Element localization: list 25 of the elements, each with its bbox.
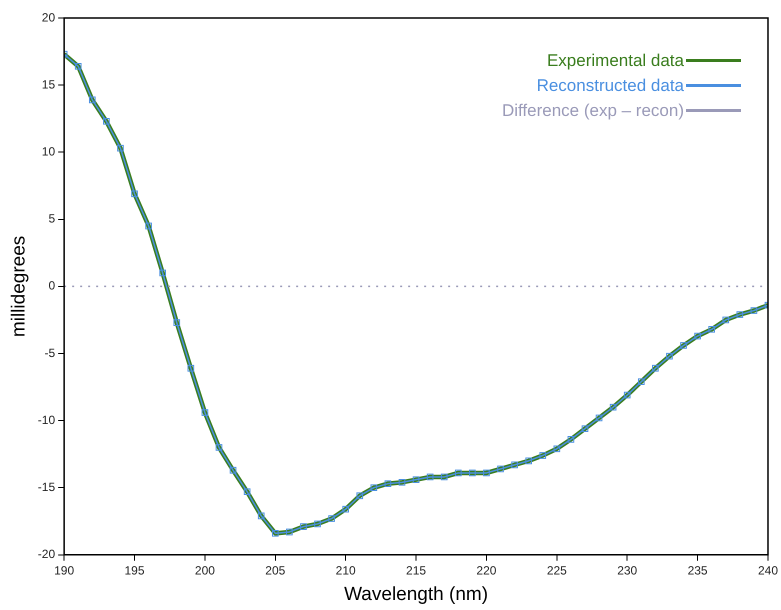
x-tick-label: 235 [688, 563, 708, 578]
x-tick-label: 215 [406, 563, 426, 578]
y-tick-label: 20 [42, 10, 56, 24]
legend-label: Reconstructed data [536, 75, 684, 97]
x-tick-label: 225 [546, 563, 568, 578]
x-tick-label: 190 [54, 563, 74, 578]
y-tick-label: -20 [38, 547, 56, 562]
x-tick-label: 195 [124, 563, 145, 578]
x-tick-label: 220 [476, 563, 497, 578]
legend-label: Experimental data [546, 50, 684, 72]
y-tick-label: 10 [42, 144, 56, 159]
x-tick-label: 205 [265, 563, 286, 578]
x-tick-label: 240 [758, 563, 778, 578]
y-tick-label: 15 [42, 77, 56, 92]
y-tick-label: -5 [44, 346, 56, 360]
x-axis-title: Wavelength (nm) [344, 584, 488, 605]
y-axis-title: millidegrees [8, 236, 30, 338]
y-tick-label: 0 [48, 278, 56, 293]
x-tick-label: 200 [194, 563, 216, 578]
y-tick-label: -10 [38, 412, 56, 427]
y-tick-label: -15 [38, 480, 56, 494]
x-tick-label: 210 [336, 563, 356, 578]
y-tick-label: 5 [48, 212, 56, 226]
legend-label: Difference (exp – recon) [502, 100, 684, 122]
x-tick-label: 230 [617, 563, 638, 578]
